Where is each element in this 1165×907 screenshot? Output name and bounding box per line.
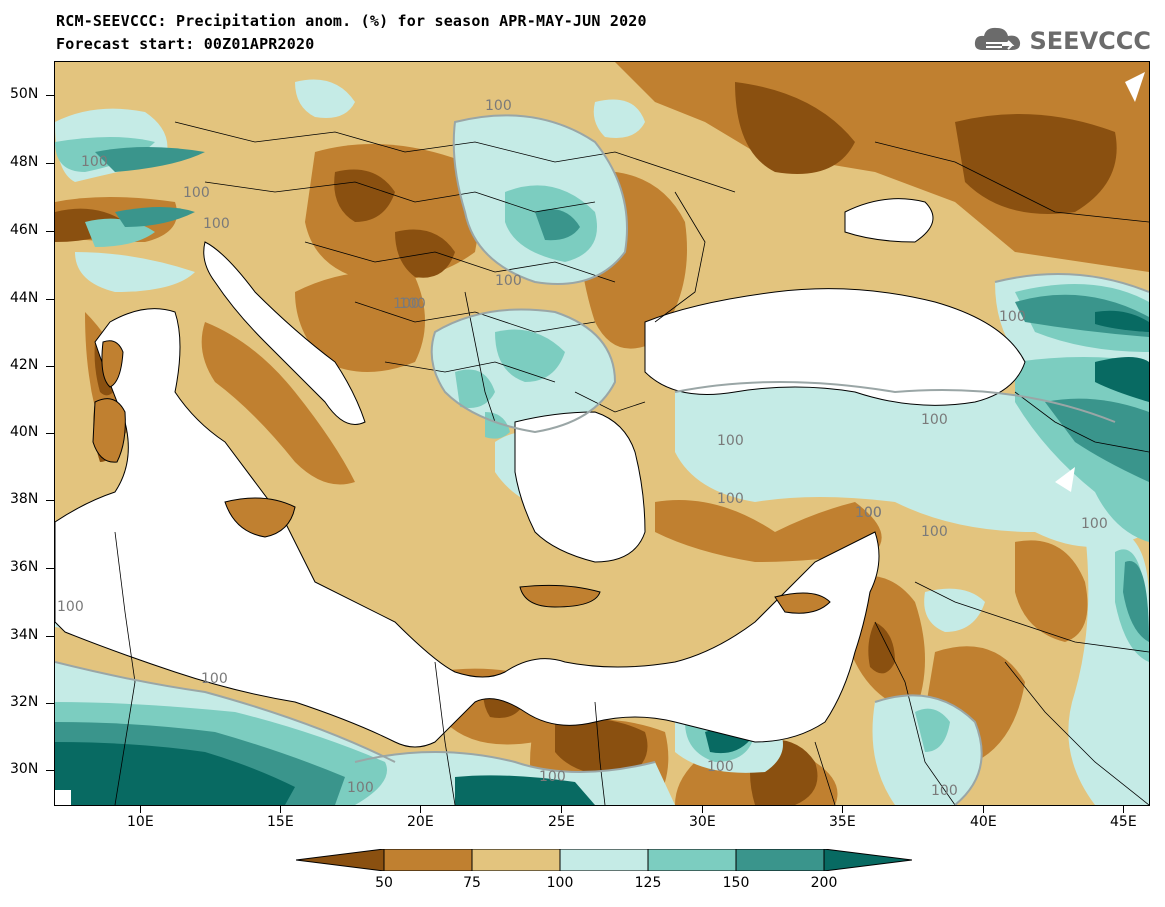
lat-tick [46, 636, 54, 637]
lon-label: 25E [548, 814, 575, 830]
lat-tick [46, 95, 54, 96]
contour-label: 100 [1081, 516, 1108, 532]
corsica-island [101, 340, 124, 388]
lat-tick [46, 299, 54, 300]
lat-tick [46, 366, 54, 367]
lat-label: 32N [10, 694, 39, 710]
contour-label: 100 [931, 783, 958, 799]
cyprus-island [774, 592, 831, 614]
lat-label: 44N [10, 290, 39, 306]
lat-label: 42N [10, 357, 39, 373]
legend-label: 125 [634, 875, 662, 891]
lon-label: 40E [970, 814, 997, 830]
precipitation-anomaly-map: 100 100 100 100 100 100 100 100 100 100 … [54, 61, 1150, 806]
seas [55, 198, 1026, 748]
lon-tick [1123, 805, 1124, 813]
contour-label: 100 [539, 769, 566, 785]
lat-tick [46, 703, 54, 704]
contour-labels: 100 100 100 100 100 100 100 100 100 100 … [57, 98, 1108, 799]
islands [92, 340, 831, 614]
cloud-icon [972, 24, 1024, 58]
lat-tick [46, 500, 54, 501]
contour-label: 100 [203, 216, 230, 232]
contour-label: 100 [485, 98, 512, 114]
mediterranean-sea [55, 308, 880, 748]
country-borders [114, 121, 1149, 805]
lat-label: 38N [10, 491, 39, 507]
contour-label: 100 [347, 780, 374, 796]
forecast-start-label: Forecast start: 00Z01APR2020 [56, 35, 315, 53]
lon-label: 35E [829, 814, 856, 830]
contour-label: 100 [81, 154, 108, 170]
contour-label: 100 [999, 309, 1026, 325]
aegean-sea [514, 411, 646, 563]
contour-label: 100 [393, 296, 420, 312]
contour-label: 100 [399, 296, 426, 312]
legend-swatch-75-100 [471, 848, 561, 872]
lon-tick [842, 805, 843, 813]
legend-label: 200 [810, 875, 838, 891]
legend-label: 50 [375, 875, 393, 891]
lon-label: 45E [1110, 814, 1137, 830]
adriatic-sea [203, 241, 366, 425]
legend-swatch-150-200 [735, 848, 825, 872]
lon-tick [420, 805, 421, 813]
lat-tick [46, 568, 54, 569]
lon-tick [140, 805, 141, 813]
contour-label: 100 [183, 185, 210, 201]
lat-tick [46, 433, 54, 434]
lon-label: 20E [407, 814, 434, 830]
contour-label: 100 [495, 273, 522, 289]
legend-swatch-below-50 [295, 848, 385, 872]
lon-label: 15E [267, 814, 294, 830]
lon-tick [561, 805, 562, 813]
lat-label: 30N [10, 761, 39, 777]
legend-label: 100 [546, 875, 574, 891]
legend-label: 150 [722, 875, 750, 891]
contour-label: 100 [717, 491, 744, 507]
contour-label: 100 [201, 671, 228, 687]
legend-swatch-100-125 [559, 848, 649, 872]
seevccc-logo: SEEVCCC [972, 24, 1152, 58]
contour-label: 100 [57, 599, 84, 615]
sea-of-azov [844, 198, 934, 243]
lon-tick [702, 805, 703, 813]
lon-tick [280, 805, 281, 813]
colorbar-legend [295, 848, 913, 875]
lon-label: 30E [689, 814, 716, 830]
contour-label: 100 [921, 524, 948, 540]
legend-swatch-above-200 [823, 848, 913, 872]
logo-text: SEEVCCC [1029, 27, 1152, 55]
contour-label: 100 [707, 759, 734, 775]
legend-label: 75 [463, 875, 481, 891]
lat-label: 50N [10, 86, 39, 102]
lat-label: 48N [10, 154, 39, 170]
lat-tick [46, 231, 54, 232]
contour-label: 100 [855, 505, 882, 521]
legend-swatch-50-75 [383, 848, 473, 872]
lat-tick [46, 770, 54, 771]
sicily-island [224, 497, 296, 538]
map-title: RCM-SEEVCCC: Precipitation anom. (%) for… [56, 12, 647, 30]
lat-label: 40N [10, 424, 39, 440]
lat-label: 36N [10, 559, 39, 575]
lat-label: 34N [10, 627, 39, 643]
lat-tick [46, 163, 54, 164]
lat-label: 46N [10, 222, 39, 238]
crete-island [519, 584, 601, 608]
lon-label: 10E [127, 814, 154, 830]
legend-swatch-125-150 [647, 848, 737, 872]
extremely-wet-regions [55, 310, 1149, 805]
contour-label: 100 [855, 505, 882, 521]
black-sea [644, 288, 1026, 406]
contour-100-lines [55, 114, 1149, 805]
contour-label: 100 [921, 412, 948, 428]
sardinia-island [92, 398, 126, 463]
missing-data-patches [55, 72, 1145, 805]
contour-label: 100 [717, 433, 744, 449]
lon-tick [983, 805, 984, 813]
